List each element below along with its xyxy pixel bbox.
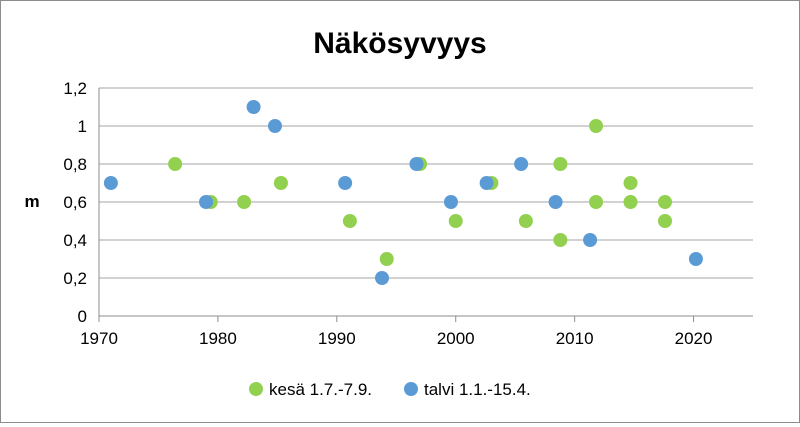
data-point-kesa xyxy=(273,176,288,190)
data-point-talvi xyxy=(583,233,598,247)
data-point-talvi xyxy=(409,157,424,171)
data-point-talvi xyxy=(443,195,458,209)
data-point-kesa xyxy=(623,195,638,209)
data-point-kesa xyxy=(553,233,568,247)
data-point-talvi xyxy=(514,157,529,171)
chart-title: Näkösyvyys xyxy=(313,27,486,60)
data-point-talvi xyxy=(338,176,353,190)
data-point-talvi xyxy=(199,195,214,209)
x-tick-label: 2020 xyxy=(675,329,713,348)
data-point-kesa xyxy=(553,157,568,171)
data-points xyxy=(103,100,703,285)
data-point-talvi xyxy=(548,195,563,209)
y-tick-label: 1,2 xyxy=(63,79,87,98)
y-tick-label: 0,8 xyxy=(63,155,87,174)
y-axis-label: m xyxy=(24,192,39,211)
legend-label-talvi: talvi 1.1.-15.4. xyxy=(424,380,531,399)
x-tick-label: 2000 xyxy=(437,329,475,348)
data-point-kesa xyxy=(342,214,357,228)
y-tick-label: 0,6 xyxy=(63,193,87,212)
legend-label-kesa: kesä 1.7.-7.9. xyxy=(269,380,372,399)
y-tick-labels: 0 0,2 0,4 0,6 0,8 1 1,2 xyxy=(63,79,87,326)
legend-marker-talvi xyxy=(404,382,418,396)
legend-marker-kesa xyxy=(249,382,263,396)
x-tick-label: 1970 xyxy=(80,329,118,348)
y-tick-label: 1 xyxy=(78,117,87,136)
x-tick-label: 2010 xyxy=(556,329,594,348)
data-point-kesa xyxy=(623,176,638,190)
data-point-kesa xyxy=(518,214,533,228)
data-point-talvi xyxy=(103,176,118,190)
data-point-kesa xyxy=(589,119,604,133)
data-point-talvi xyxy=(246,100,261,114)
data-point-kesa xyxy=(589,195,604,209)
x-tick-labels: 1970 1980 1990 2000 2010 2020 xyxy=(80,329,712,348)
x-tick-label: 1990 xyxy=(318,329,356,348)
data-point-talvi xyxy=(267,119,282,133)
data-point-talvi xyxy=(688,252,703,266)
data-point-kesa xyxy=(658,195,673,209)
y-tick-label: 0,4 xyxy=(63,231,87,250)
data-point-talvi xyxy=(375,271,390,285)
axes xyxy=(98,88,753,322)
data-point-kesa xyxy=(448,214,463,228)
data-point-kesa xyxy=(658,214,673,228)
legend: kesä 1.7.-7.9. talvi 1.1.-15.4. xyxy=(249,380,531,399)
y-tick-label: 0 xyxy=(78,307,87,326)
data-point-kesa xyxy=(168,157,183,171)
y-tick-label: 0,2 xyxy=(63,269,87,288)
data-point-kesa xyxy=(237,195,252,209)
gridlines xyxy=(99,87,753,279)
x-tick-label: 1980 xyxy=(199,329,237,348)
data-point-talvi xyxy=(479,176,494,190)
data-point-kesa xyxy=(379,252,394,266)
